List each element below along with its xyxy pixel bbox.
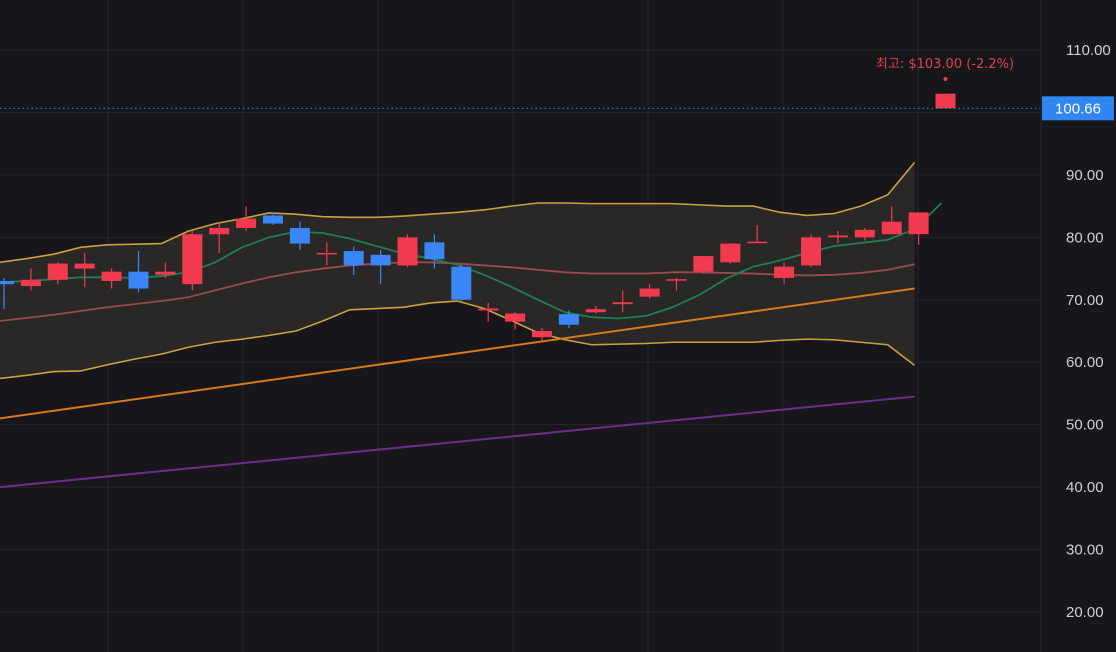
y-tick-label: 60.00 [1066, 354, 1104, 371]
candle [935, 93, 956, 109]
candle-body [182, 234, 203, 285]
candle-body [908, 212, 929, 235]
candle [774, 262, 795, 285]
candle-body [343, 251, 364, 266]
candle-body [74, 263, 95, 269]
candle-body [693, 256, 714, 272]
candle [182, 231, 203, 291]
high-marker-icon [943, 77, 948, 81]
candlesticks [0, 93, 956, 341]
candle [0, 277, 14, 310]
candle-body [505, 313, 526, 322]
candle-body [0, 281, 14, 285]
candle [505, 312, 526, 330]
candle [289, 221, 310, 250]
candle-body [774, 266, 795, 278]
candle [451, 264, 472, 302]
moving-average-long-1 [0, 287, 915, 420]
y-tick-label: 40.00 [1066, 479, 1104, 496]
candle [881, 206, 902, 235]
candle-body [720, 243, 741, 263]
candle [263, 212, 283, 225]
candle [343, 246, 364, 275]
candle-body [935, 93, 956, 109]
candle [370, 249, 391, 285]
high-annotation: 최고: $103.00 (-2.2%) [876, 57, 1014, 81]
candle-body [209, 227, 230, 235]
candle [47, 262, 68, 285]
candle-body [478, 308, 499, 311]
candle [532, 327, 552, 341]
bollinger-upper-line [0, 161, 916, 264]
candle-body [532, 331, 552, 338]
candle-body [397, 237, 418, 266]
candle-body [666, 279, 687, 281]
candle-body [881, 221, 902, 235]
candle [585, 306, 606, 314]
y-tick-label: 110.00 [1066, 42, 1111, 59]
candle-body [612, 302, 633, 305]
candle [397, 234, 418, 268]
candle [854, 227, 875, 241]
candle [639, 284, 660, 299]
candle-body [370, 254, 391, 266]
y-tick-label: 20.00 [1066, 604, 1104, 621]
moving-average-long-2 [0, 395, 915, 489]
candle [20, 268, 41, 291]
candle [747, 224, 768, 244]
y-tick-label: 90.00 [1066, 167, 1104, 184]
candle-body [101, 271, 122, 282]
candle [316, 242, 337, 266]
candle [558, 310, 579, 328]
candle [666, 277, 687, 291]
candle [720, 243, 741, 264]
current-price-label: 100.66 [1055, 100, 1101, 117]
candle-body [289, 227, 310, 244]
candle [101, 268, 122, 289]
candle [801, 234, 821, 268]
y-tick-label: 30.00 [1066, 542, 1104, 559]
bollinger-lower-line [0, 300, 916, 380]
candle [128, 251, 149, 293]
candle [827, 231, 848, 244]
current-price-tag [1042, 96, 1114, 121]
candle-body [827, 235, 848, 238]
candle-body [558, 314, 579, 325]
candle-body [424, 242, 445, 260]
candle-body [585, 309, 606, 313]
candle-body [639, 288, 660, 297]
candle-body [747, 241, 768, 244]
y-tick-label: 80.00 [1066, 229, 1104, 246]
candle-body [20, 279, 41, 287]
candle-body [128, 271, 149, 289]
candle [209, 221, 230, 253]
candle-body [155, 271, 176, 275]
candle [693, 256, 714, 274]
candle-body [236, 218, 257, 228]
candle [74, 252, 95, 288]
price-axis[interactable]: 20.00 30.00 40.00 50.00 60.00 70.00 80.00 90.00… [1042, 42, 1114, 621]
candle-body [47, 263, 68, 280]
candle [424, 234, 445, 269]
high-annotation-label: 최고: $103.00 (-2.2%) [876, 57, 1014, 72]
y-tick-label: 70.00 [1066, 292, 1104, 309]
candle-body [451, 266, 472, 300]
candle [478, 302, 499, 322]
bollinger-middle-line [0, 261, 915, 322]
candle-body [263, 215, 283, 224]
candle [908, 212, 929, 245]
candle [236, 206, 257, 232]
candle-body [854, 229, 875, 238]
candle-body [801, 237, 821, 266]
candle [155, 262, 176, 278]
candle [612, 290, 633, 313]
y-tick-label: 50.00 [1066, 417, 1104, 434]
candle-body [316, 252, 337, 255]
